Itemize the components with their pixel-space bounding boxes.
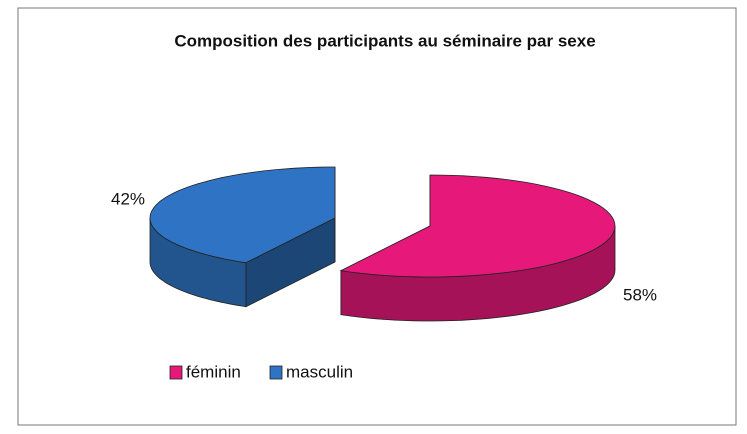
- slice: [149, 166, 336, 264]
- legend-label: masculin: [286, 362, 353, 381]
- chart-title: Composition des participants au séminair…: [174, 31, 595, 50]
- legend-swatch: [269, 365, 283, 380]
- legend-label: féminin: [186, 362, 241, 381]
- data-label: 42%: [111, 189, 145, 208]
- data-label: 58%: [623, 285, 657, 304]
- legend-swatch: [169, 365, 183, 380]
- chart-border: [17, 7, 737, 426]
- slice: [339, 174, 616, 278]
